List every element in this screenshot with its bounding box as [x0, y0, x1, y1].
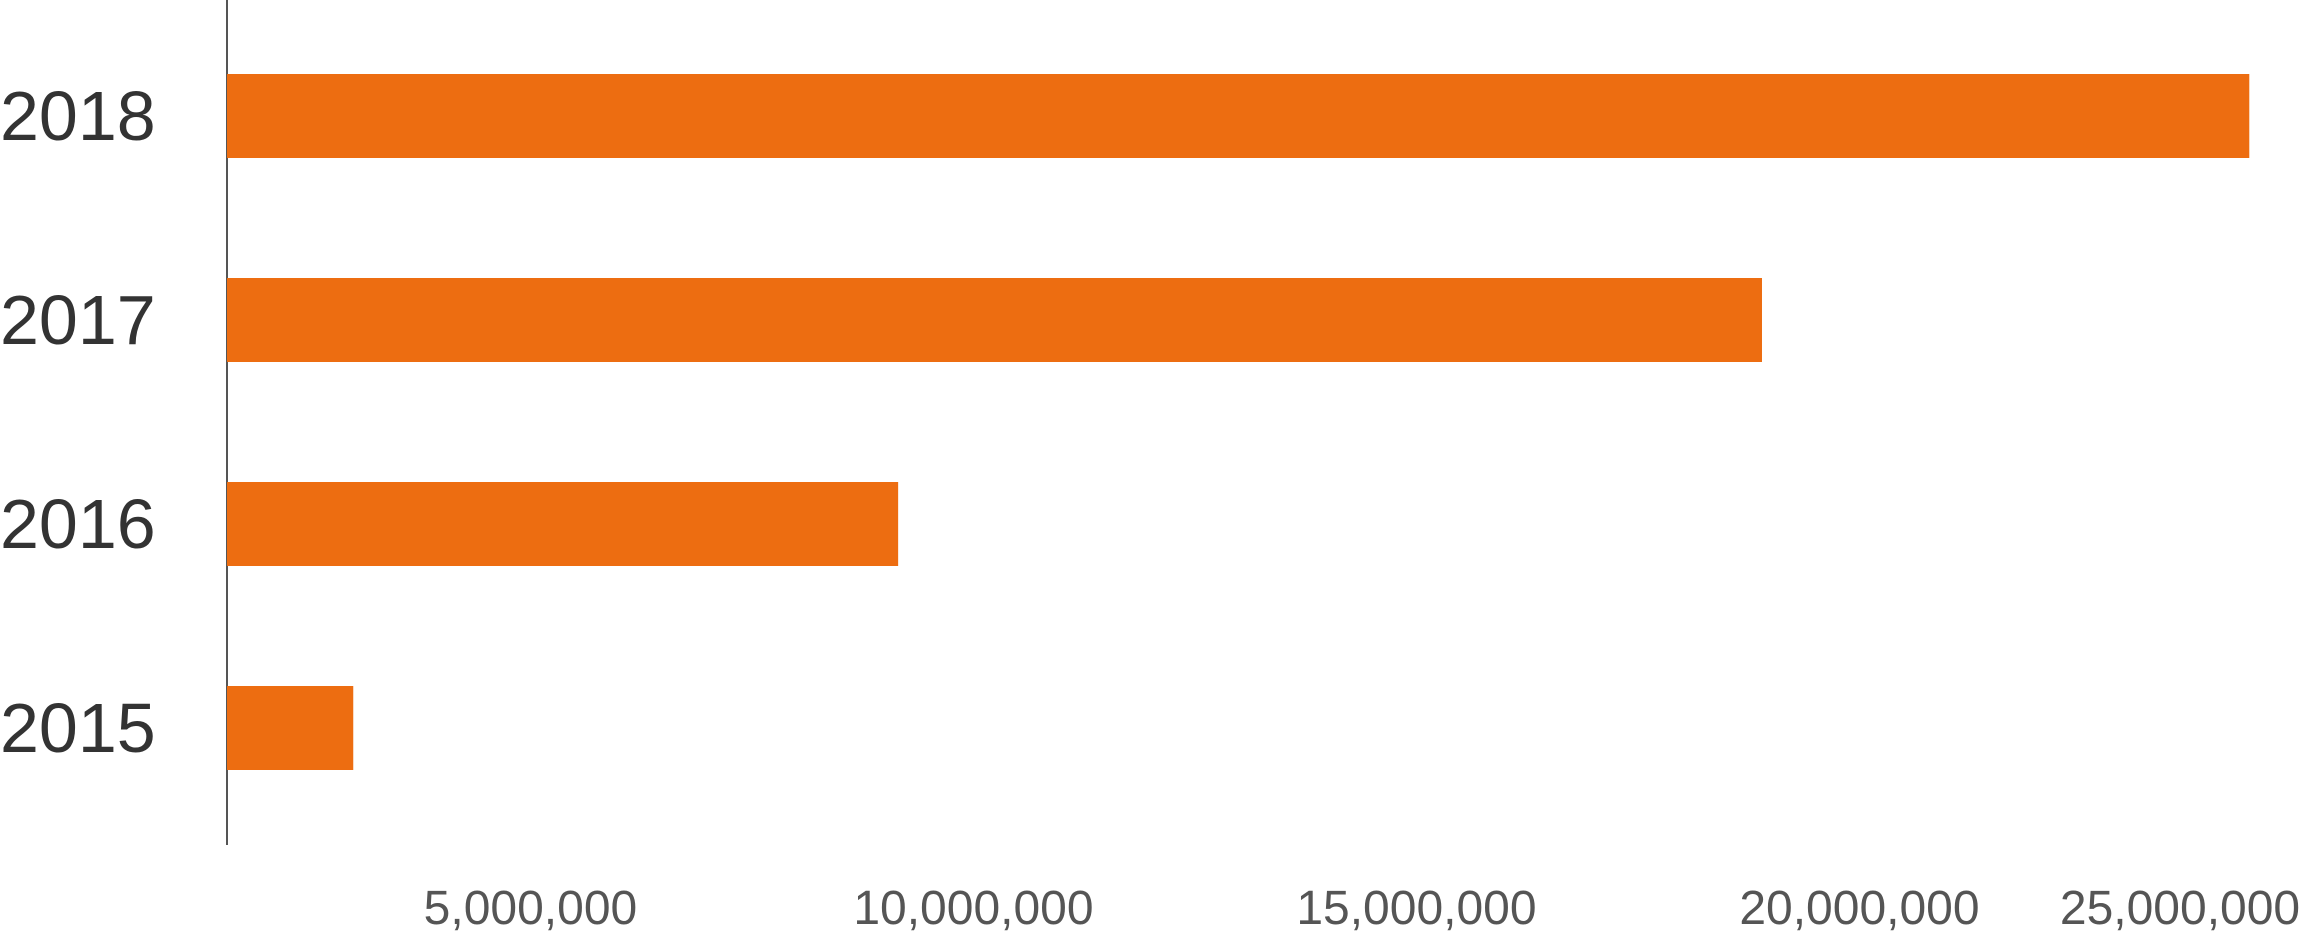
- bars-layer: [227, 74, 2250, 770]
- x-tick-label: 15,000,000: [1296, 882, 1536, 931]
- bar-2017: [227, 278, 1762, 362]
- category-labels: 2018 2017 2016 2015: [0, 77, 156, 767]
- x-tick-label: 20,000,000: [1739, 882, 1979, 931]
- category-label-2017: 2017: [0, 281, 156, 359]
- x-tick-label: 25,000,000: [2060, 882, 2300, 931]
- x-tick-labels: 5,000,000 10,000,000 15,000,000 20,000,000 2…: [424, 882, 2300, 931]
- bar-2015: [227, 686, 354, 770]
- x-tick-label: 5,000,000: [424, 882, 638, 931]
- bar-2016: [227, 482, 899, 566]
- category-label-2018: 2018: [0, 77, 156, 155]
- x-tick-label: 10,000,000: [853, 882, 1093, 931]
- category-label-2016: 2016: [0, 485, 156, 563]
- bar-2018: [227, 74, 2250, 158]
- category-label-2015: 2015: [0, 689, 156, 767]
